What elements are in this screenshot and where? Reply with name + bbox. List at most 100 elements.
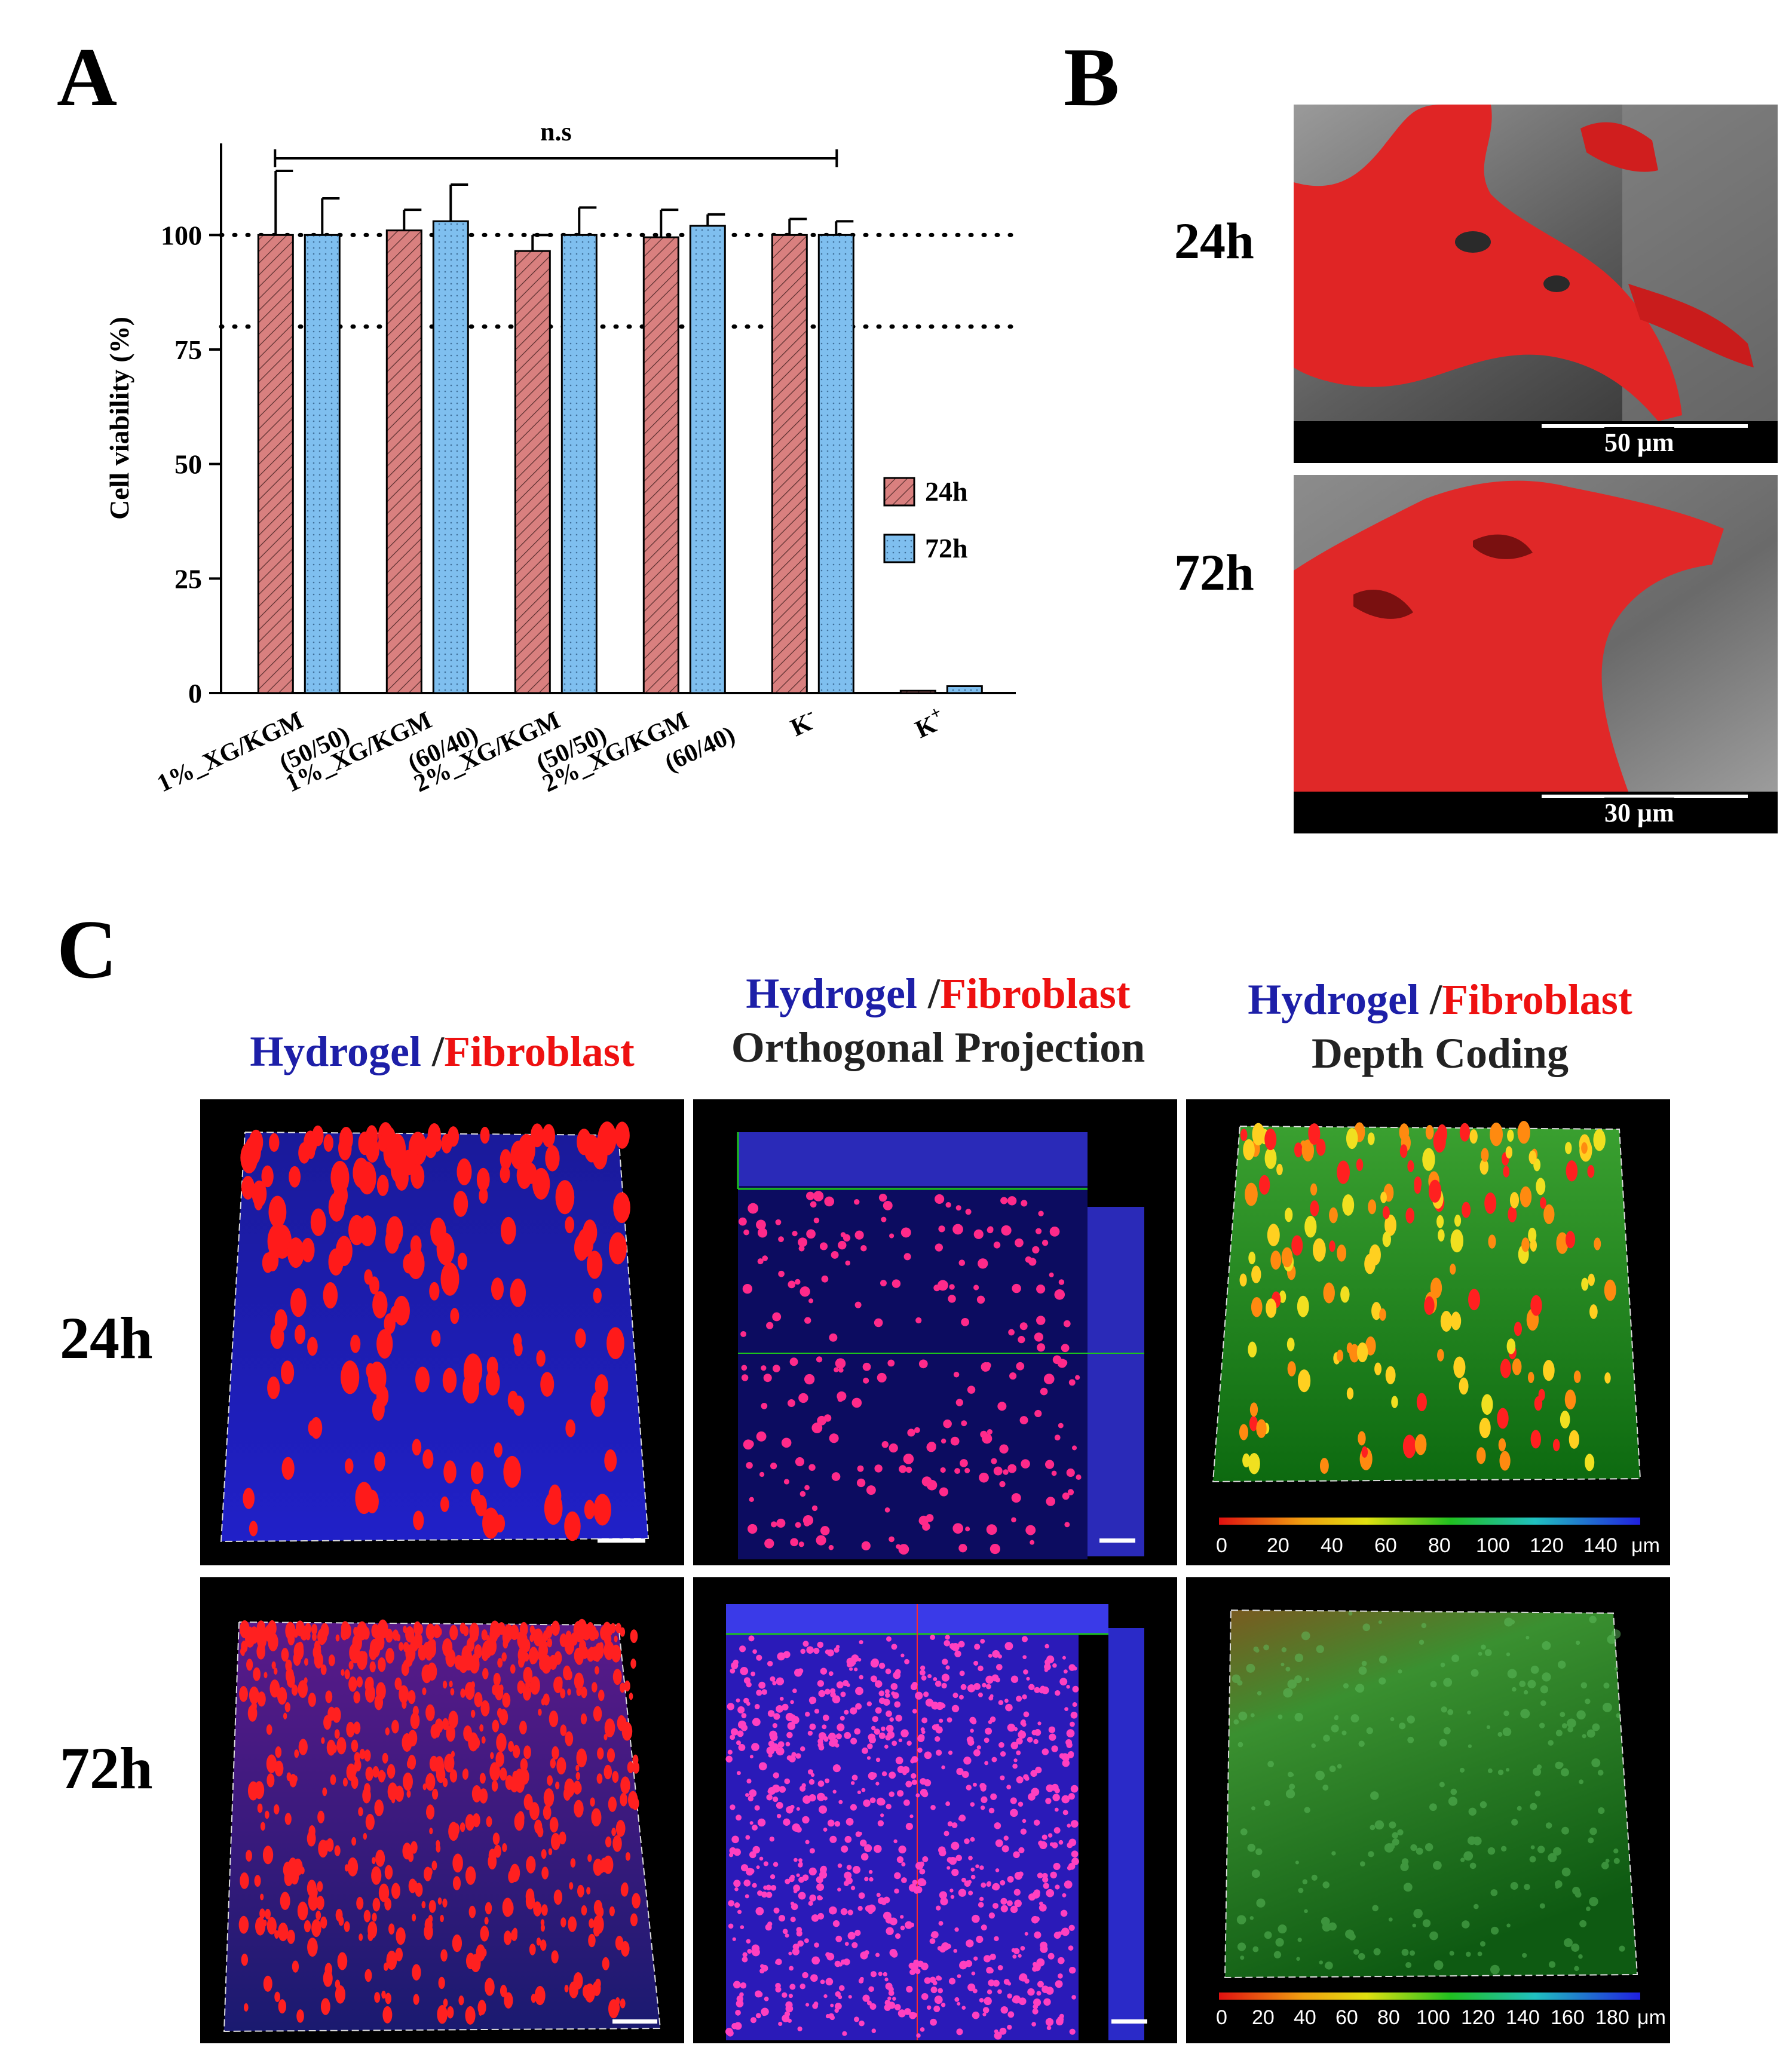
cell-dot	[1240, 1129, 1248, 1142]
cell-dot	[567, 1688, 571, 1696]
cell-dot	[962, 1772, 966, 1776]
cell-dot	[1323, 1282, 1335, 1304]
cell-dot	[965, 1526, 970, 1532]
cell-dot	[287, 1237, 305, 1268]
cell-dot	[1432, 1860, 1442, 1870]
cell-dot	[274, 1760, 284, 1777]
cell-dot	[545, 1626, 553, 1639]
cell-dot	[1484, 1192, 1497, 1214]
cell-dot	[1238, 1711, 1248, 1721]
cell-dot	[366, 1363, 375, 1379]
cell-dot	[822, 1714, 829, 1721]
cell-dot	[1453, 1356, 1466, 1378]
cell-dot	[1249, 1916, 1254, 1920]
cell-dot	[1543, 1360, 1555, 1381]
cell-dot	[448, 1711, 458, 1728]
cell-dot	[473, 1737, 480, 1749]
cell-dot	[755, 2013, 761, 2019]
cell-dot	[1511, 1819, 1518, 1826]
cell-dot	[1304, 1807, 1310, 1813]
cell-dot	[790, 1874, 795, 1880]
cell-dot	[806, 1229, 816, 1239]
cell-dot	[966, 1939, 974, 1948]
cell-dot	[1358, 1431, 1366, 1446]
cell-dot	[954, 1650, 961, 1657]
cell-dot	[365, 1138, 379, 1163]
cell-dot	[1591, 1758, 1601, 1768]
cell-dot	[859, 2020, 865, 2027]
cell-dot	[970, 1728, 974, 1733]
cell-dot	[465, 2006, 476, 2025]
cell-dot	[804, 1374, 815, 1385]
cell-dot	[817, 1912, 825, 1920]
cell-dot	[470, 1461, 484, 1485]
cell-dot	[984, 1761, 989, 1765]
cell-dot	[897, 1765, 905, 1773]
cell-dot	[346, 1763, 356, 1781]
cell-dot	[835, 1935, 843, 1942]
cell-dot	[819, 1242, 828, 1250]
cell-dot	[768, 1787, 776, 1795]
cell-dot	[829, 1906, 837, 1915]
cell-dot	[970, 1867, 975, 1872]
cell-dot	[391, 1719, 399, 1734]
cell-dot	[798, 1393, 808, 1403]
cell-dot	[1497, 1732, 1503, 1737]
cell-dot	[593, 1899, 603, 1915]
cell-dot	[823, 1796, 828, 1801]
cell-dot	[364, 1969, 372, 1982]
cell-dot	[1034, 1931, 1041, 1939]
cell-dot	[1368, 1199, 1377, 1215]
cell-dot	[875, 1707, 882, 1714]
cell-dot	[978, 1665, 984, 1672]
cell-dot	[936, 1905, 941, 1911]
cell-dot	[529, 1625, 535, 1635]
cell-dot	[516, 1161, 532, 1190]
cell-dot	[574, 1800, 584, 1818]
cell-dot	[429, 1755, 439, 1772]
cell-dot	[1273, 1951, 1282, 1958]
cell-dot	[1000, 1898, 1007, 1905]
cell-dot	[265, 1908, 271, 1920]
cell-dot	[1500, 1846, 1507, 1852]
cell-dot	[1049, 1227, 1060, 1237]
cell-dot	[850, 1781, 855, 1785]
cell-dot	[1517, 1120, 1530, 1144]
cell-dot	[941, 2002, 946, 2007]
cell-dot	[1243, 1139, 1255, 1161]
cell-dot	[353, 1627, 359, 1636]
cell-dot	[1294, 1712, 1303, 1722]
cell-dot	[900, 1227, 911, 1238]
cell-dot	[927, 1673, 932, 1679]
cell-dot	[1264, 1931, 1272, 1939]
cell-dot	[848, 1995, 852, 1999]
cell-dot	[917, 1748, 923, 1753]
cell-dot	[1054, 1788, 1060, 1794]
cell-dot	[481, 1648, 489, 1662]
cell-dot	[564, 1985, 569, 1993]
cell-dot	[759, 1856, 764, 1861]
cell-dot	[323, 1969, 333, 1987]
cell-dot	[951, 1705, 960, 1712]
cell-dot	[1508, 1206, 1517, 1223]
cell-dot	[859, 1675, 863, 1679]
cell-dot	[752, 1883, 757, 1888]
bar-24h	[642, 236, 679, 694]
cell-dot	[284, 1813, 292, 1825]
col3-hydrogel: Hydrogel	[1248, 976, 1419, 1023]
cell-dot	[298, 1739, 308, 1755]
cell-dot	[756, 1690, 762, 1696]
cell-dot	[798, 1862, 803, 1868]
cell-dot	[1462, 1920, 1470, 1929]
cell-dot	[415, 1366, 430, 1393]
cell-dot	[761, 1689, 767, 1695]
cell-dot	[491, 1780, 498, 1792]
cell-dot	[898, 1544, 909, 1555]
cell-dot	[757, 1258, 764, 1265]
cell-dot	[817, 1742, 824, 1748]
cell-dot	[1390, 1716, 1395, 1721]
cell-dot	[976, 1745, 981, 1750]
cell-dot	[771, 1521, 777, 1528]
cell-dot	[791, 1716, 799, 1724]
cell-dot	[961, 2006, 966, 2010]
